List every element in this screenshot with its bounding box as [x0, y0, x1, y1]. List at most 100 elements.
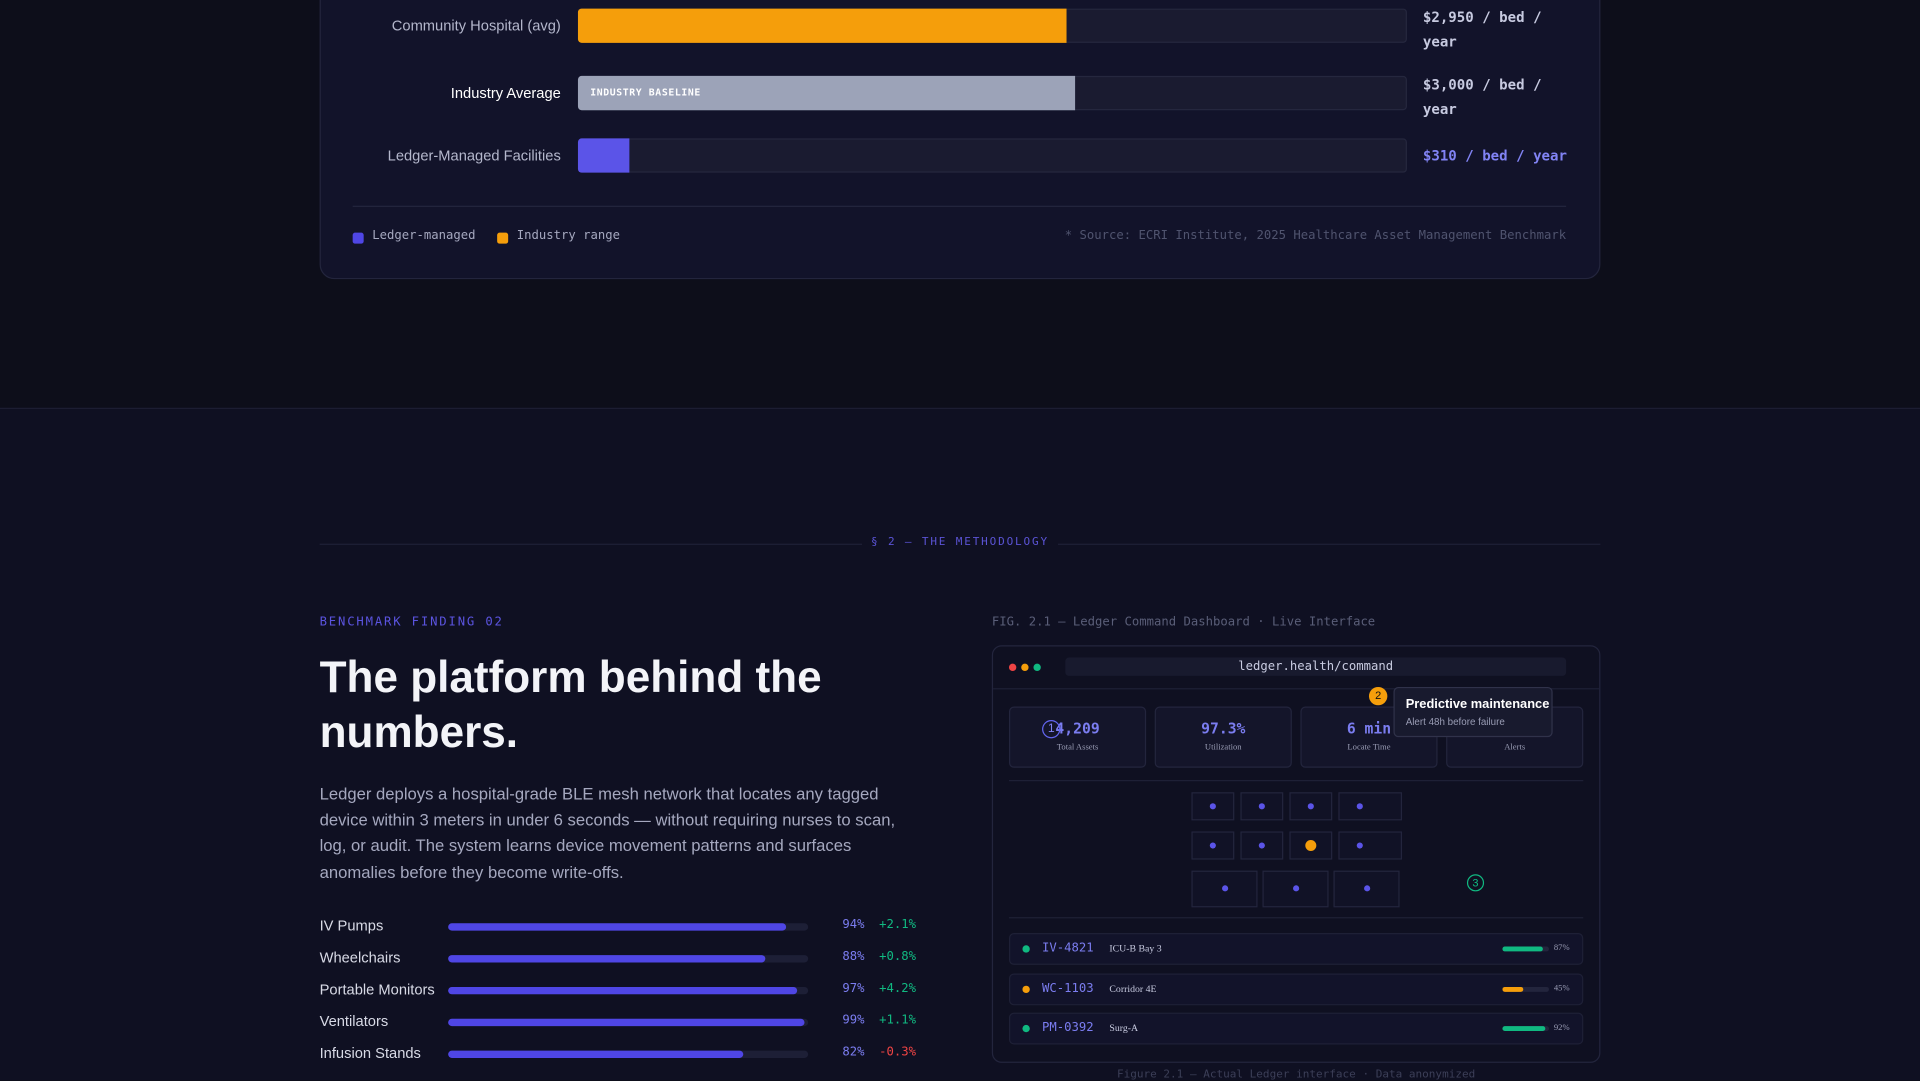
heading: The platform behind the numbers. — [319, 651, 822, 757]
section-line — [319, 543, 863, 545]
window-dot — [1008, 663, 1017, 672]
metric-change: +4.2% — [879, 982, 917, 996]
tooltip-text: Alert 48h before failure — [1405, 716, 1505, 728]
tooltip: Predictive maintenance Alert 48h before f… — [1393, 686, 1553, 738]
room — [1262, 870, 1329, 908]
tooltip-badge: 2 — [1368, 686, 1388, 706]
room-dot — [1293, 885, 1300, 892]
stat-card: 4,209 Total Assets 1 — [1008, 706, 1147, 768]
room-dot — [1209, 803, 1216, 810]
window-dot — [1021, 663, 1029, 672]
asset-id: PM-0392 — [1042, 1021, 1094, 1035]
metric-bar — [448, 955, 765, 963]
step-marker: 3 — [1466, 874, 1485, 892]
asset-location: ICU-B Bay 3 — [1109, 942, 1162, 954]
stat-value: 97.3% — [1201, 720, 1246, 738]
status-dot — [1022, 985, 1030, 993]
room-dot — [1222, 885, 1229, 892]
stat-label: Utilization — [1204, 742, 1242, 752]
metric-label: IV Pumps — [319, 917, 384, 935]
metric-value: 94% — [842, 918, 865, 932]
window-header-line — [993, 688, 1600, 690]
source-note: * Source: ECRI Institute, 2025 Healthcar… — [1064, 228, 1567, 243]
room-dot — [1364, 885, 1371, 892]
room-dot — [1305, 840, 1317, 852]
metric-change: -0.3% — [879, 1045, 917, 1060]
metric-value: 99% — [842, 1013, 865, 1028]
bar-track — [577, 138, 1407, 173]
divider — [352, 205, 1567, 207]
asset-value: 87% — [1553, 942, 1570, 953]
asset-bar — [1502, 946, 1543, 952]
stat-value: 4,209 — [1055, 720, 1100, 738]
asset-bar — [1502, 986, 1524, 992]
metric-bar — [448, 923, 787, 931]
metric-value: 88% — [842, 950, 865, 964]
metric-label: Portable Monitors — [319, 980, 435, 998]
stat-value: 6 min — [1346, 720, 1392, 738]
metric-value: 82% — [842, 1045, 865, 1060]
stat-label: Locate Time — [1347, 742, 1391, 752]
value-label: $2,950 / bed / year — [1422, 8, 1542, 51]
room — [1338, 792, 1403, 821]
row-label: Industry Average — [450, 84, 561, 102]
room — [1338, 831, 1403, 860]
asset-bar — [1502, 1026, 1546, 1032]
metric-change: +0.8% — [879, 950, 917, 964]
tooltip-title: Predictive maintenance — [1405, 696, 1550, 712]
metric-change: +2.1% — [879, 918, 917, 932]
metric-label: Ventilators — [319, 1012, 389, 1030]
row-label: Community Hospital (avg) — [391, 17, 561, 35]
metric-value: 97% — [842, 982, 865, 996]
stat-card: 97.3% Utilization — [1154, 706, 1292, 768]
lower-section — [0, 407, 1920, 1081]
section-line — [1057, 543, 1601, 545]
room-dot — [1307, 803, 1314, 810]
status-dot — [1022, 1024, 1030, 1033]
window-dot — [1033, 663, 1041, 672]
status-dot — [1022, 945, 1030, 953]
metric-label: Infusion Stands — [319, 1044, 421, 1062]
legend-label: Industry range — [516, 228, 620, 243]
metric-label: Wheelchairs — [319, 948, 401, 967]
section-label: § 2 — THE METHODOLOGY — [871, 536, 1049, 549]
room-dot — [1258, 842, 1265, 849]
bar — [577, 138, 630, 173]
value-label: $3,000 / bed / year — [1422, 75, 1542, 118]
asset-id: WC-1103 — [1042, 981, 1094, 995]
asset-value: 92% — [1553, 1022, 1570, 1033]
asset-location: Surg-A — [1109, 1022, 1139, 1034]
paragraph: Ledger deploys a hospital-grade BLE mesh… — [319, 784, 896, 882]
metric-bar — [448, 1050, 744, 1058]
row-label: Ledger-Managed Facilities — [387, 146, 561, 165]
asset-value: 45% — [1553, 982, 1570, 993]
asset-id: IV-4821 — [1042, 941, 1094, 956]
asset-track — [1502, 986, 1549, 992]
value-label: $310 / bed / year — [1422, 146, 1567, 165]
figure-caption: FIG. 2.1 — Ledger Command Dashboard · Li… — [991, 615, 1376, 630]
metric-bar — [448, 1018, 805, 1027]
figure-footer: Figure 2.1 — Actual Ledger interface · D… — [1116, 1068, 1476, 1081]
asset-row: WC-1103 Corridor 4E 45% — [1008, 972, 1584, 1005]
room-dot — [1258, 803, 1265, 810]
step-marker: 1 — [1042, 720, 1061, 739]
asset-row: PM-0392 Surg-A 92% — [1008, 1012, 1584, 1045]
asset-row: IV-4821 ICU-B Bay 3 87% — [1008, 933, 1584, 965]
asset-location: Corridor 4E — [1109, 982, 1157, 994]
metric-bar — [448, 986, 798, 995]
stat-label: Total Assets — [1056, 742, 1099, 752]
bar — [577, 8, 1068, 43]
room-dot — [1209, 842, 1216, 849]
url-bar: ledger.health/command — [1065, 657, 1567, 676]
metric-change: +1.1% — [879, 1013, 917, 1028]
bar-annotation: INDUSTRY BASELINE — [590, 86, 701, 98]
finding-label: BENCHMARK FINDING 02 — [319, 615, 504, 630]
floor-map — [1008, 780, 1584, 919]
room-dot — [1356, 803, 1363, 810]
room-dot — [1356, 842, 1363, 849]
bar: INDUSTRY BASELINE — [577, 75, 1076, 111]
stat-label: Alerts — [1504, 742, 1526, 752]
legend-label: Ledger-managed — [372, 228, 476, 243]
